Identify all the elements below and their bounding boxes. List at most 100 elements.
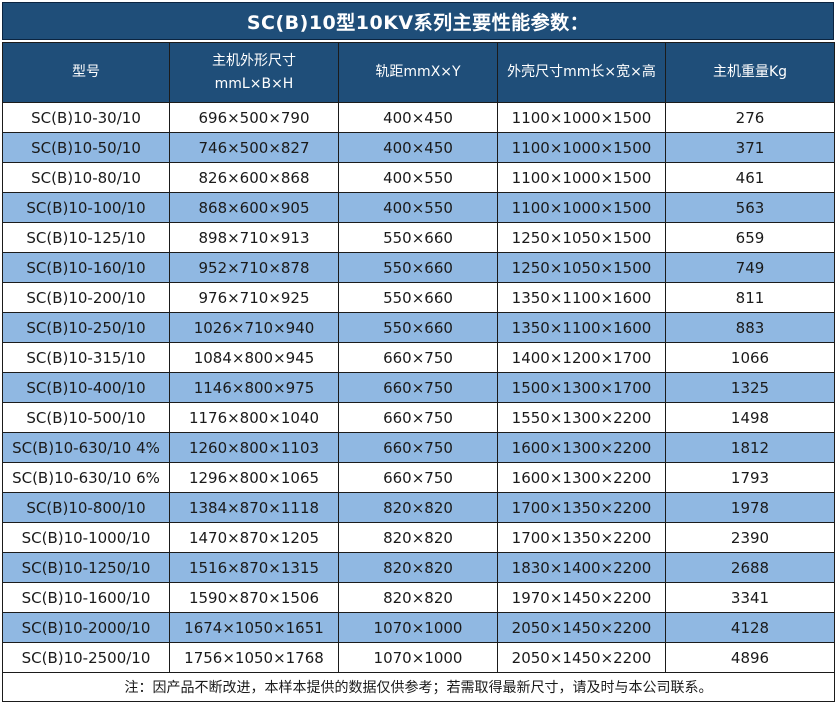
shell-size-cell: 2050×1450×2200 — [497, 642, 666, 673]
table-row: SC(B)10-30/10 696×500×790 400×450 1100×1000… — [2, 102, 835, 133]
shell-size-cell: 1500×1300×1700 — [497, 372, 666, 403]
table-body: SC(B)10-30/10 696×500×790 400×450 1100×1000… — [2, 102, 835, 673]
footer-note: 注：因产品不断改进，本样本提供的数据仅供参考；若需取得最新尺寸，请及时与本公司联… — [2, 672, 835, 702]
rail-gauge-cell: 550×660 — [338, 282, 498, 313]
page-title: SC(B)10型10KV系列主要性能参数： — [2, 2, 834, 40]
model-cell: SC(B)10-630/10 4% — [2, 432, 170, 463]
rail-gauge-cell: 660×750 — [338, 432, 498, 463]
model-cell: SC(B)10-2500/10 — [2, 642, 170, 673]
dimensions-cell: 952×710×878 — [169, 252, 339, 283]
column-header-dimensions: 主机外形尺寸 mmL×B×H — [169, 42, 339, 103]
dimensions-cell: 1176×800×1040 — [169, 402, 339, 433]
note-row: 注：因产品不断改进，本样本提供的数据仅供参考；若需取得最新尺寸，请及时与本公司联… — [2, 672, 835, 702]
weight-cell: 659 — [665, 222, 835, 253]
shell-size-cell: 2050×1450×2200 — [497, 612, 666, 643]
rail-gauge-cell: 820×820 — [338, 492, 498, 523]
table-footer: 注：因产品不断改进，本样本提供的数据仅供参考；若需取得最新尺寸，请及时与本公司联… — [2, 672, 835, 702]
dimensions-cell: 1674×1050×1651 — [169, 612, 339, 643]
dimensions-cell: 746×500×827 — [169, 132, 339, 163]
shell-size-cell: 1600×1300×2200 — [497, 432, 666, 463]
weight-cell: 2688 — [665, 552, 835, 583]
column-header-sublabel: mmL×B×H — [214, 75, 294, 92]
weight-cell: 276 — [665, 102, 835, 133]
column-header-rail-gauge: 轨距mmX×Y — [338, 42, 498, 103]
rail-gauge-cell: 820×820 — [338, 582, 498, 613]
table-row: SC(B)10-1600/10 1590×870×1506 820×820 1970×… — [2, 582, 835, 613]
dimensions-cell: 976×710×925 — [169, 282, 339, 313]
dimensions-cell: 1590×870×1506 — [169, 582, 339, 613]
rail-gauge-cell: 660×750 — [338, 462, 498, 493]
weight-cell: 749 — [665, 252, 835, 283]
weight-cell: 1066 — [665, 342, 835, 373]
dimensions-cell: 696×500×790 — [169, 102, 339, 133]
rail-gauge-cell: 660×750 — [338, 372, 498, 403]
table-row: SC(B)10-160/10 952×710×878 550×660 1250×105… — [2, 252, 835, 283]
table-row: SC(B)10-800/10 1384×870×1118 820×820 1700×1… — [2, 492, 835, 523]
rail-gauge-cell: 820×820 — [338, 522, 498, 553]
column-header-label: 轨距mmX×Y — [375, 64, 461, 81]
weight-cell: 563 — [665, 192, 835, 223]
table-row: SC(B)10-100/10 868×600×905 400×550 1100×100… — [2, 192, 835, 223]
dimensions-cell: 898×710×913 — [169, 222, 339, 253]
column-header-label: 主机重量Kg — [712, 64, 788, 81]
rail-gauge-cell: 400×550 — [338, 162, 498, 193]
weight-cell: 371 — [665, 132, 835, 163]
weight-cell: 1498 — [665, 402, 835, 433]
rail-gauge-cell: 550×660 — [338, 222, 498, 253]
weight-cell: 3341 — [665, 582, 835, 613]
table-row: SC(B)10-2500/10 1756×1050×1768 1070×1000 20… — [2, 642, 835, 673]
weight-cell: 4128 — [665, 612, 835, 643]
shell-size-cell: 1250×1050×1500 — [497, 222, 666, 253]
table-row: SC(B)10-1250/10 1516×870×1315 820×820 1830×… — [2, 552, 835, 583]
shell-size-cell: 1830×1400×2200 — [497, 552, 666, 583]
column-header-label: 型号 — [72, 64, 100, 81]
table-header: 型号 主机外形尺寸 mmL×B×H 轨距mmX×Y 外壳尺寸mm长×宽×高 主机… — [2, 42, 835, 103]
header-row: 型号 主机外形尺寸 mmL×B×H 轨距mmX×Y 外壳尺寸mm长×宽×高 主机… — [2, 42, 835, 103]
table-row: SC(B)10-250/10 1026×710×940 550×660 1350×11… — [2, 312, 835, 343]
shell-size-cell: 1100×1000×1500 — [497, 132, 666, 163]
rail-gauge-cell: 820×820 — [338, 552, 498, 583]
shell-size-cell: 1100×1000×1500 — [497, 192, 666, 223]
column-header-label: 外壳尺寸mm长×宽×高 — [507, 64, 656, 81]
weight-cell: 1812 — [665, 432, 835, 463]
rail-gauge-cell: 400×550 — [338, 192, 498, 223]
shell-size-cell: 1350×1100×1600 — [497, 282, 666, 313]
table-row: SC(B)10-315/10 1084×800×945 660×750 1400×12… — [2, 342, 835, 373]
shell-size-cell: 1100×1000×1500 — [497, 162, 666, 193]
model-cell: SC(B)10-1000/10 — [2, 522, 170, 553]
table-row: SC(B)10-2000/10 1674×1050×1651 1070×1000 20… — [2, 612, 835, 643]
model-cell: SC(B)10-50/10 — [2, 132, 170, 163]
column-header-weight: 主机重量Kg — [665, 42, 835, 103]
shell-size-cell: 1100×1000×1500 — [497, 102, 666, 133]
table-row: SC(B)10-125/10 898×710×913 550×660 1250×105… — [2, 222, 835, 253]
rail-gauge-cell: 400×450 — [338, 132, 498, 163]
table-row: SC(B)10-200/10 976×710×925 550×660 1350×110… — [2, 282, 835, 313]
table-row: SC(B)10-500/10 1176×800×1040 660×750 1550×1… — [2, 402, 835, 433]
dimensions-cell: 1516×870×1315 — [169, 552, 339, 583]
model-cell: SC(B)10-125/10 — [2, 222, 170, 253]
rail-gauge-cell: 550×660 — [338, 252, 498, 283]
shell-size-cell: 1970×1450×2200 — [497, 582, 666, 613]
dimensions-cell: 1384×870×1118 — [169, 492, 339, 523]
shell-size-cell: 1550×1300×2200 — [497, 402, 666, 433]
model-cell: SC(B)10-500/10 — [2, 402, 170, 433]
model-cell: SC(B)10-800/10 — [2, 492, 170, 523]
shell-size-cell: 1700×1350×2200 — [497, 492, 666, 523]
dimensions-cell: 1296×800×1065 — [169, 462, 339, 493]
model-cell: SC(B)10-2000/10 — [2, 612, 170, 643]
rail-gauge-cell: 660×750 — [338, 402, 498, 433]
rail-gauge-cell: 660×750 — [338, 342, 498, 373]
dimensions-cell: 1084×800×945 — [169, 342, 339, 373]
rail-gauge-cell: 550×660 — [338, 312, 498, 343]
model-cell: SC(B)10-1600/10 — [2, 582, 170, 613]
dimensions-cell: 1146×800×975 — [169, 372, 339, 403]
column-header-shell-size: 外壳尺寸mm长×宽×高 — [497, 42, 666, 103]
shell-size-cell: 1250×1050×1500 — [497, 252, 666, 283]
dimensions-cell: 1026×710×940 — [169, 312, 339, 343]
model-cell: SC(B)10-250/10 — [2, 312, 170, 343]
column-header-label: 主机外形尺寸 — [212, 53, 296, 70]
model-cell: SC(B)10-200/10 — [2, 282, 170, 313]
spec-table: 型号 主机外形尺寸 mmL×B×H 轨距mmX×Y 外壳尺寸mm长×宽×高 主机… — [2, 42, 835, 702]
dimensions-cell: 868×600×905 — [169, 192, 339, 223]
